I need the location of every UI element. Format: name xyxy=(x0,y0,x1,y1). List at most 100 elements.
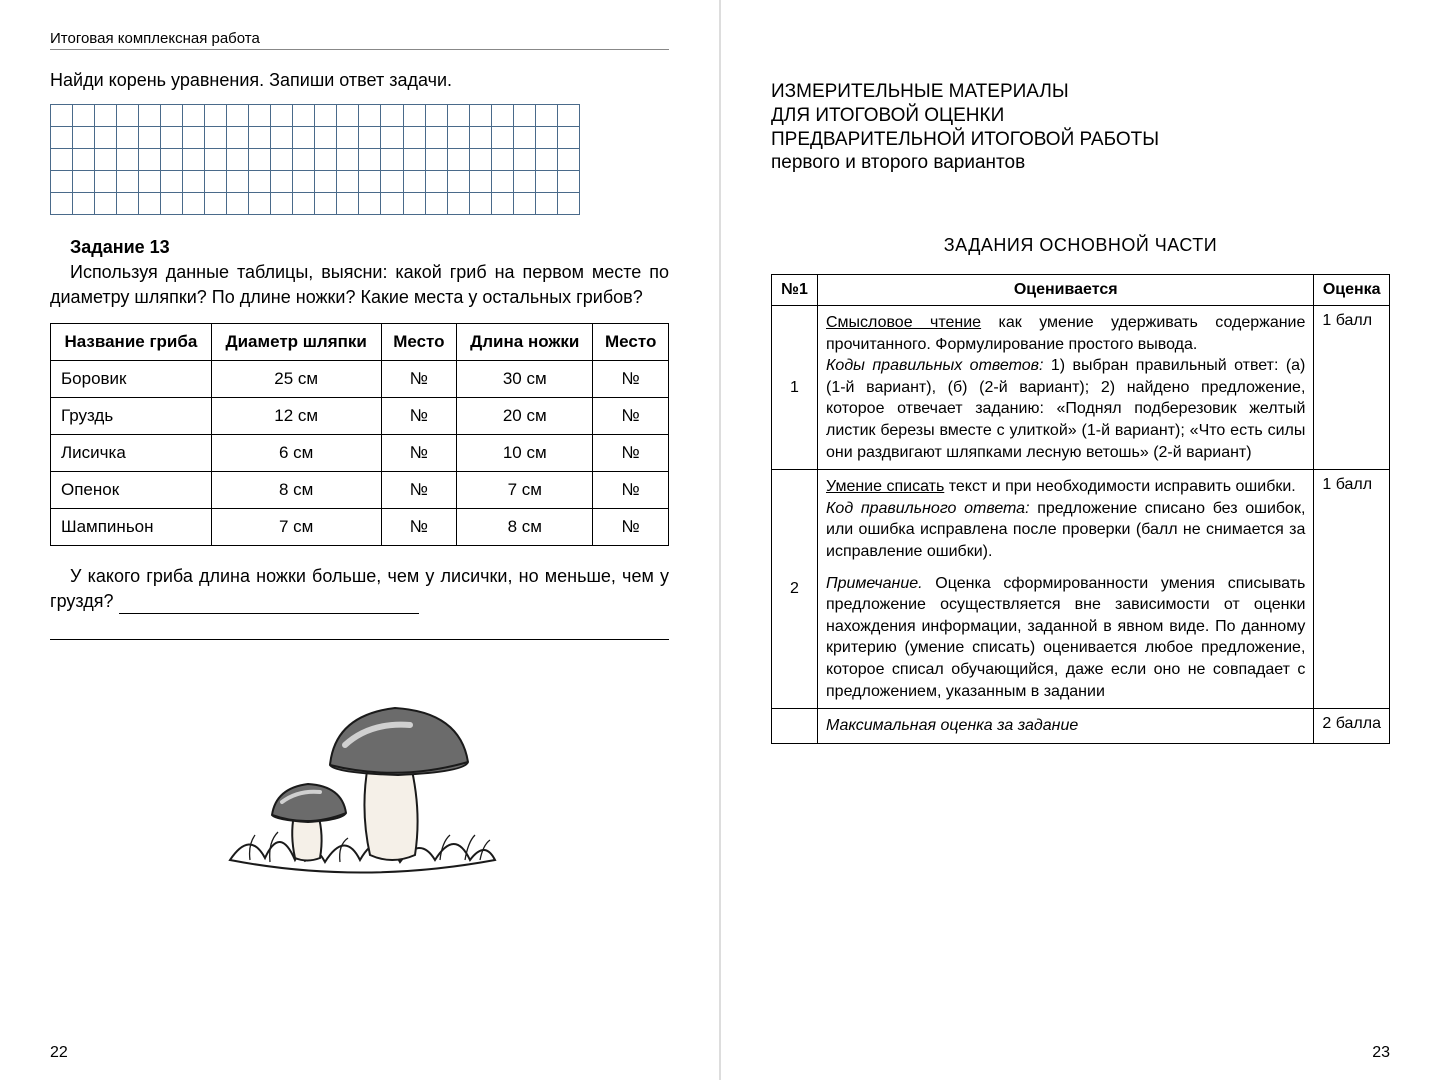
grid-cell[interactable] xyxy=(95,127,117,149)
grid-cell[interactable] xyxy=(315,127,337,149)
grid-cell[interactable] xyxy=(205,105,227,127)
grid-cell[interactable] xyxy=(315,171,337,193)
grid-cell[interactable] xyxy=(227,105,249,127)
grid-cell[interactable] xyxy=(183,149,205,171)
grid-cell[interactable] xyxy=(249,193,271,215)
grid-cell[interactable] xyxy=(403,127,425,149)
grid-cell[interactable] xyxy=(227,149,249,171)
grid-cell[interactable] xyxy=(51,105,73,127)
grid-cell[interactable] xyxy=(447,171,469,193)
grid-cell[interactable] xyxy=(271,149,293,171)
grid-cell[interactable] xyxy=(161,127,183,149)
grid-cell[interactable] xyxy=(73,127,95,149)
grid-cell[interactable] xyxy=(271,171,293,193)
grid-cell[interactable] xyxy=(315,149,337,171)
grid-cell[interactable] xyxy=(337,171,359,193)
grid-cell[interactable] xyxy=(51,171,73,193)
grid-cell[interactable] xyxy=(337,127,359,149)
grid-cell[interactable] xyxy=(117,127,139,149)
grid-cell[interactable] xyxy=(359,149,381,171)
grid-cell[interactable] xyxy=(359,105,381,127)
grid-cell[interactable] xyxy=(447,127,469,149)
grid-cell[interactable] xyxy=(293,127,315,149)
grid-cell[interactable] xyxy=(469,193,491,215)
grid-cell[interactable] xyxy=(381,171,403,193)
grid-cell[interactable] xyxy=(95,105,117,127)
grid-cell[interactable] xyxy=(139,171,161,193)
grid-cell[interactable] xyxy=(73,193,95,215)
grid-cell[interactable] xyxy=(535,171,557,193)
grid-cell[interactable] xyxy=(51,127,73,149)
grid-cell[interactable] xyxy=(557,193,579,215)
grid-cell[interactable] xyxy=(337,149,359,171)
grid-cell[interactable] xyxy=(73,149,95,171)
grid-cell[interactable] xyxy=(73,105,95,127)
grid-cell[interactable] xyxy=(315,193,337,215)
grid-cell[interactable] xyxy=(557,171,579,193)
grid-cell[interactable] xyxy=(51,193,73,215)
grid-cell[interactable] xyxy=(469,127,491,149)
grid-cell[interactable] xyxy=(271,193,293,215)
grid-cell[interactable] xyxy=(183,193,205,215)
grid-cell[interactable] xyxy=(183,127,205,149)
grid-cell[interactable] xyxy=(513,193,535,215)
grid-cell[interactable] xyxy=(469,105,491,127)
grid-cell[interactable] xyxy=(293,149,315,171)
grid-cell[interactable] xyxy=(381,127,403,149)
grid-cell[interactable] xyxy=(469,149,491,171)
grid-cell[interactable] xyxy=(249,149,271,171)
grid-cell[interactable] xyxy=(117,193,139,215)
grid-cell[interactable] xyxy=(491,105,513,127)
grid-cell[interactable] xyxy=(491,149,513,171)
grid-cell[interactable] xyxy=(249,127,271,149)
grid-cell[interactable] xyxy=(73,171,95,193)
grid-cell[interactable] xyxy=(491,171,513,193)
grid-cell[interactable] xyxy=(293,171,315,193)
grid-cell[interactable] xyxy=(513,127,535,149)
grid-cell[interactable] xyxy=(403,105,425,127)
grid-cell[interactable] xyxy=(513,171,535,193)
grid-cell[interactable] xyxy=(117,105,139,127)
grid-cell[interactable] xyxy=(513,105,535,127)
grid-cell[interactable] xyxy=(139,149,161,171)
grid-cell[interactable] xyxy=(205,149,227,171)
grid-cell[interactable] xyxy=(227,171,249,193)
grid-cell[interactable] xyxy=(161,171,183,193)
grid-cell[interactable] xyxy=(513,149,535,171)
grid-cell[interactable] xyxy=(535,193,557,215)
grid-cell[interactable] xyxy=(95,171,117,193)
grid-cell[interactable] xyxy=(95,149,117,171)
answer-blank-1[interactable] xyxy=(119,613,419,614)
grid-cell[interactable] xyxy=(447,149,469,171)
grid-cell[interactable] xyxy=(403,193,425,215)
grid-cell[interactable] xyxy=(227,193,249,215)
grid-cell[interactable] xyxy=(381,149,403,171)
grid-cell[interactable] xyxy=(557,149,579,171)
grid-cell[interactable] xyxy=(183,105,205,127)
grid-cell[interactable] xyxy=(51,149,73,171)
grid-cell[interactable] xyxy=(117,149,139,171)
grid-cell[interactable] xyxy=(403,171,425,193)
grid-cell[interactable] xyxy=(161,149,183,171)
grid-cell[interactable] xyxy=(359,171,381,193)
grid-cell[interactable] xyxy=(161,105,183,127)
grid-cell[interactable] xyxy=(139,127,161,149)
grid-cell[interactable] xyxy=(227,127,249,149)
grid-cell[interactable] xyxy=(447,193,469,215)
grid-cell[interactable] xyxy=(95,193,117,215)
grid-cell[interactable] xyxy=(425,171,447,193)
grid-cell[interactable] xyxy=(337,193,359,215)
grid-cell[interactable] xyxy=(425,149,447,171)
grid-cell[interactable] xyxy=(425,105,447,127)
grid-cell[interactable] xyxy=(535,149,557,171)
grid-cell[interactable] xyxy=(491,127,513,149)
grid-cell[interactable] xyxy=(183,171,205,193)
grid-cell[interactable] xyxy=(161,193,183,215)
grid-cell[interactable] xyxy=(491,193,513,215)
grid-cell[interactable] xyxy=(425,127,447,149)
grid-cell[interactable] xyxy=(249,105,271,127)
grid-cell[interactable] xyxy=(139,193,161,215)
grid-cell[interactable] xyxy=(381,105,403,127)
answer-blank-2[interactable] xyxy=(50,622,669,640)
grid-cell[interactable] xyxy=(293,193,315,215)
